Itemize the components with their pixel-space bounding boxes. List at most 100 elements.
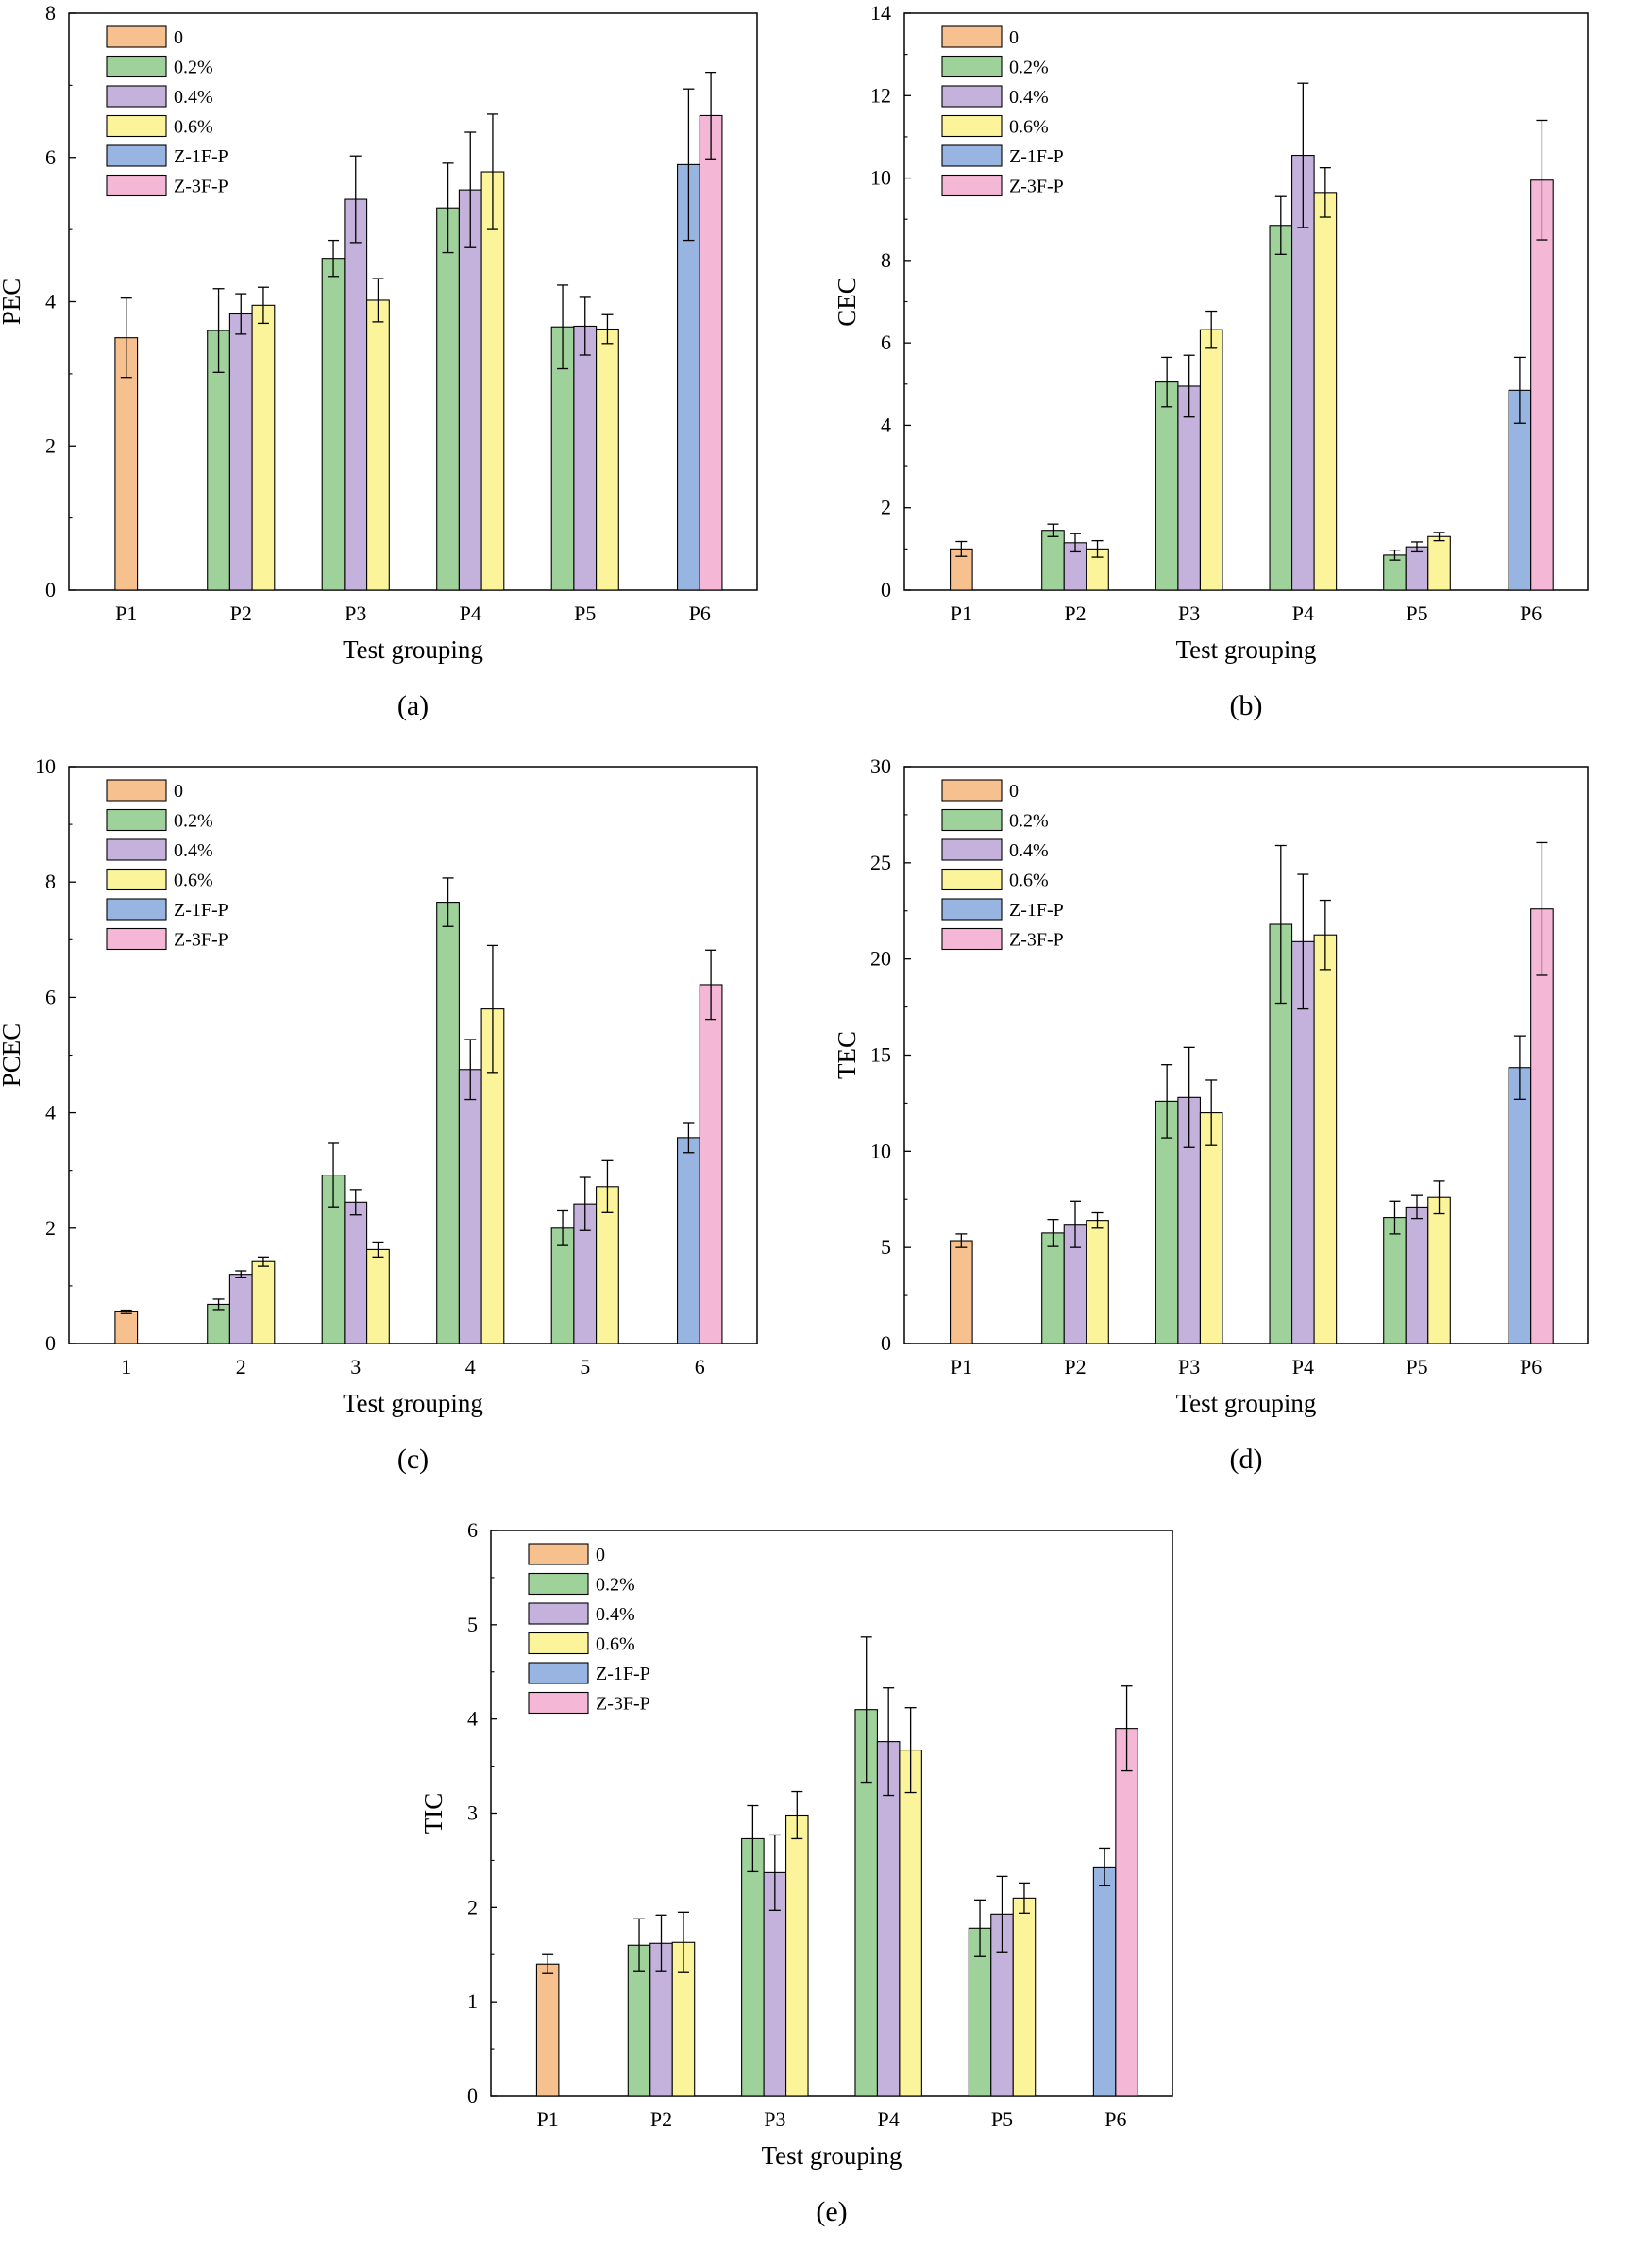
legend-swatch [941, 174, 1003, 197]
error-bar [1161, 1064, 1173, 1139]
legend-label: 0 [1009, 781, 1019, 802]
bar-e-P6-Z-3F-P [1115, 1728, 1138, 2097]
error-bar [904, 1707, 917, 1794]
error-bar [1091, 1211, 1104, 1229]
panel-caption: (e) [816, 2196, 847, 2227]
legend-swatch [941, 114, 1003, 138]
y-tick-label: 0 [881, 1331, 891, 1355]
panel-c: 0 2 4 6 8 10 1 2 3 4 5 6 0 0.2% 0.4% 0.6% Z-1F-P Z-3F-P Te… [0, 751, 826, 1497]
error-bar [860, 1636, 872, 1784]
error-bar [791, 1790, 803, 1840]
legend-swatch [106, 808, 167, 832]
y-tick-label: 0 [45, 1331, 56, 1355]
y-tick-label: 25 [870, 851, 891, 874]
y-tick-label: 3 [467, 1801, 478, 1825]
x-tick-label: P4 [878, 2107, 900, 2131]
legend-label: Z-1F-P [1009, 146, 1064, 167]
legend-swatch [941, 144, 1003, 167]
error-bar [1274, 844, 1287, 1005]
error-bar [1513, 356, 1526, 424]
x-tick-label: 4 [465, 1355, 476, 1378]
y-tick-label: 12 [870, 83, 891, 107]
x-tick-label: P6 [1520, 1355, 1542, 1378]
bar-c-2-0.2% [207, 1303, 230, 1344]
bar-e-P4-0.6% [899, 1750, 922, 2097]
error-bar [705, 71, 717, 160]
error-bar [557, 284, 569, 370]
legend: 0 0.2% 0.4% 0.6% Z-1F-P Z-3F-P [528, 1543, 650, 1715]
legend-swatch [941, 927, 1003, 951]
x-tick-label: P3 [1178, 601, 1200, 625]
bar-b-P5-0.4% [1405, 546, 1429, 591]
bar-b-P6-Z-3F-P [1530, 179, 1554, 591]
x-tick-label: P3 [764, 2107, 785, 2131]
bar-a-P3-0.2% [321, 258, 346, 591]
legend-label: Z-1F-P [1009, 900, 1064, 921]
bar-d-P2-0.2% [1041, 1232, 1065, 1344]
bar-e-P5-0.6% [1012, 1897, 1037, 2097]
error-bar [1319, 899, 1331, 971]
error-bar [579, 296, 591, 356]
error-bar [1018, 1882, 1030, 1914]
error-bar [883, 1687, 895, 1797]
error-bar [768, 1834, 781, 1911]
x-tick-label: P1 [951, 601, 972, 625]
error-bar [1121, 1685, 1133, 1772]
bar-a-P6-Z-3F-P [699, 114, 723, 591]
bar-b-P3-0.2% [1155, 381, 1179, 591]
bar-d-P6-Z-1F-P [1508, 1067, 1532, 1344]
legend-swatch [106, 55, 167, 78]
legend-label: 0.6% [1009, 871, 1049, 891]
legend-label: 0.6% [1009, 117, 1049, 138]
legend-label: 0.4% [1009, 87, 1049, 108]
error-bar [257, 1256, 269, 1267]
panel-a: 0 2 4 6 8 P1 P2 P3 P4 P5 P6 0 0.2% 0.4% 0.6% Z-1F-P Z-3F… [0, 0, 826, 727]
legend-label: 0.2% [596, 1575, 635, 1596]
error-bar [557, 1209, 569, 1246]
y-tick-label: 14 [870, 1, 891, 25]
bar-d-P5-0.6% [1427, 1196, 1451, 1344]
error-bar [1433, 1180, 1445, 1215]
bar-c-4-0.2% [436, 902, 460, 1344]
y-tick-label: 4 [881, 413, 891, 436]
bar-d-P5-0.4% [1405, 1206, 1429, 1344]
error-bar [1536, 119, 1548, 241]
error-bar [235, 293, 247, 335]
error-bar [212, 288, 225, 373]
legend-label: Z-3F-P [596, 1694, 650, 1715]
panel-caption: (a) [397, 690, 429, 721]
legend-label: Z-3F-P [1009, 930, 1064, 951]
error-bar [542, 1953, 554, 1974]
error-bar [1183, 354, 1195, 418]
error-bar [486, 113, 498, 230]
error-bar [1161, 356, 1173, 408]
legend-label: Z-1F-P [174, 146, 228, 167]
legend-swatch [528, 1572, 589, 1596]
error-bar [212, 1298, 225, 1311]
error-bar [601, 313, 614, 345]
legend-label: 0.4% [174, 87, 213, 108]
bar-b-P4-0.2% [1269, 225, 1293, 591]
panel-b: 0 2 4 6 8 10 12 14 P1 P2 P3 P4 P5 P6 0 0.2% 0.4% 0.6% Z-1F… [826, 0, 1652, 727]
error-bar [1536, 841, 1548, 976]
plot-frame [68, 12, 758, 591]
legend-swatch [941, 55, 1003, 78]
legend-label: 0.6% [174, 871, 213, 891]
panel-caption: (d) [1230, 1444, 1263, 1475]
bar-a-P4-0.4% [458, 189, 482, 591]
error-bar [1319, 167, 1331, 218]
x-tick-label: 2 [236, 1355, 246, 1378]
bar-d-P5-0.2% [1383, 1217, 1407, 1344]
y-tick-label: 8 [881, 248, 891, 272]
y-tick-label: 10 [870, 1139, 891, 1162]
y-tick-label: 2 [467, 1895, 478, 1919]
error-bar [996, 1875, 1008, 1953]
error-bar [349, 1189, 362, 1216]
x-axis-title: Test grouping [343, 635, 483, 664]
error-bar [257, 286, 269, 325]
legend-label: 0.4% [1009, 840, 1049, 861]
legend-label: 0.2% [1009, 811, 1049, 832]
legend-swatch [106, 838, 167, 861]
y-tick-label: 6 [45, 985, 56, 1008]
x-tick-label: 5 [580, 1355, 590, 1378]
